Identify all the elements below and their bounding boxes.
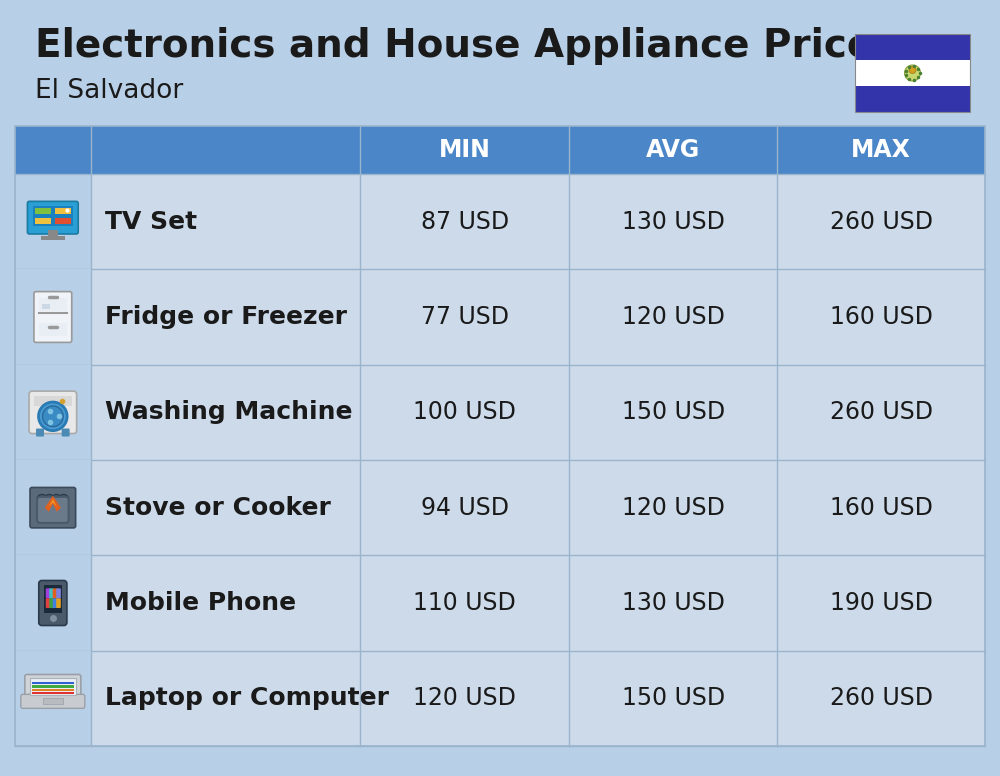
FancyBboxPatch shape [55, 208, 71, 213]
Text: 160 USD: 160 USD [830, 305, 933, 329]
Text: 120 USD: 120 USD [413, 686, 516, 710]
FancyBboxPatch shape [56, 588, 61, 598]
FancyBboxPatch shape [49, 598, 54, 608]
FancyBboxPatch shape [855, 86, 970, 112]
Circle shape [904, 65, 920, 81]
FancyBboxPatch shape [32, 685, 74, 688]
FancyBboxPatch shape [15, 126, 985, 174]
FancyBboxPatch shape [15, 365, 91, 460]
Text: Mobile Phone: Mobile Phone [105, 591, 296, 615]
FancyBboxPatch shape [32, 689, 74, 691]
FancyBboxPatch shape [46, 598, 50, 608]
Text: 120 USD: 120 USD [622, 305, 725, 329]
Circle shape [909, 67, 916, 74]
Text: 120 USD: 120 USD [622, 496, 725, 520]
Text: 130 USD: 130 USD [622, 591, 725, 615]
FancyBboxPatch shape [27, 201, 78, 234]
FancyBboxPatch shape [29, 391, 77, 434]
FancyBboxPatch shape [44, 585, 62, 613]
FancyBboxPatch shape [53, 588, 57, 598]
FancyBboxPatch shape [35, 208, 51, 213]
Text: Laptop or Computer: Laptop or Computer [105, 686, 389, 710]
FancyBboxPatch shape [15, 556, 985, 650]
Text: 87 USD: 87 USD [421, 210, 509, 234]
FancyBboxPatch shape [34, 396, 72, 406]
Text: Fridge or Freezer: Fridge or Freezer [105, 305, 347, 329]
Text: 260 USD: 260 USD [830, 400, 933, 424]
FancyBboxPatch shape [15, 174, 91, 269]
FancyBboxPatch shape [30, 487, 76, 528]
FancyBboxPatch shape [46, 588, 50, 598]
Text: 110 USD: 110 USD [413, 591, 516, 615]
FancyBboxPatch shape [15, 556, 91, 650]
FancyBboxPatch shape [35, 217, 51, 223]
Polygon shape [45, 496, 61, 511]
FancyBboxPatch shape [39, 580, 67, 625]
FancyBboxPatch shape [855, 60, 970, 86]
FancyBboxPatch shape [30, 678, 76, 695]
Text: MIN: MIN [439, 138, 491, 162]
FancyBboxPatch shape [15, 269, 985, 365]
Circle shape [51, 494, 61, 504]
Text: Stove or Cooker: Stove or Cooker [105, 496, 331, 520]
FancyBboxPatch shape [56, 598, 61, 608]
Text: AVG: AVG [646, 138, 700, 162]
FancyBboxPatch shape [855, 34, 970, 60]
FancyBboxPatch shape [53, 598, 57, 608]
Text: MAX: MAX [851, 138, 911, 162]
Text: 130 USD: 130 USD [622, 210, 725, 234]
FancyBboxPatch shape [37, 497, 69, 523]
Circle shape [42, 406, 63, 427]
FancyBboxPatch shape [34, 292, 72, 342]
FancyBboxPatch shape [15, 269, 91, 365]
Text: Washing Machine: Washing Machine [105, 400, 352, 424]
Text: 190 USD: 190 USD [830, 591, 933, 615]
FancyBboxPatch shape [62, 428, 70, 437]
Text: 150 USD: 150 USD [622, 400, 725, 424]
Text: El Salvador: El Salvador [35, 78, 183, 104]
Text: 150 USD: 150 USD [622, 686, 725, 710]
Text: Electronics and House Appliance Prices: Electronics and House Appliance Prices [35, 27, 896, 65]
Circle shape [59, 494, 69, 504]
FancyBboxPatch shape [55, 217, 71, 223]
Polygon shape [49, 499, 57, 507]
FancyBboxPatch shape [15, 365, 985, 460]
FancyBboxPatch shape [15, 460, 91, 556]
Text: 260 USD: 260 USD [830, 210, 933, 234]
FancyBboxPatch shape [39, 298, 67, 311]
FancyBboxPatch shape [15, 650, 985, 746]
FancyBboxPatch shape [32, 692, 74, 695]
FancyBboxPatch shape [48, 230, 58, 238]
FancyBboxPatch shape [41, 236, 65, 240]
FancyBboxPatch shape [15, 460, 985, 556]
Circle shape [37, 494, 47, 504]
FancyBboxPatch shape [36, 428, 44, 437]
Text: 100 USD: 100 USD [413, 400, 516, 424]
Text: 160 USD: 160 USD [830, 496, 933, 520]
Text: TV Set: TV Set [105, 210, 197, 234]
FancyBboxPatch shape [15, 650, 91, 746]
Text: 94 USD: 94 USD [421, 496, 509, 520]
FancyBboxPatch shape [39, 323, 67, 337]
FancyBboxPatch shape [21, 695, 85, 708]
FancyBboxPatch shape [43, 698, 63, 705]
Text: 77 USD: 77 USD [421, 305, 509, 329]
FancyBboxPatch shape [15, 174, 985, 269]
Circle shape [44, 494, 54, 504]
FancyBboxPatch shape [25, 674, 81, 700]
FancyBboxPatch shape [32, 682, 74, 684]
FancyBboxPatch shape [49, 588, 54, 598]
FancyBboxPatch shape [42, 304, 50, 309]
FancyBboxPatch shape [33, 206, 73, 226]
Text: 260 USD: 260 USD [830, 686, 933, 710]
Circle shape [39, 402, 67, 431]
